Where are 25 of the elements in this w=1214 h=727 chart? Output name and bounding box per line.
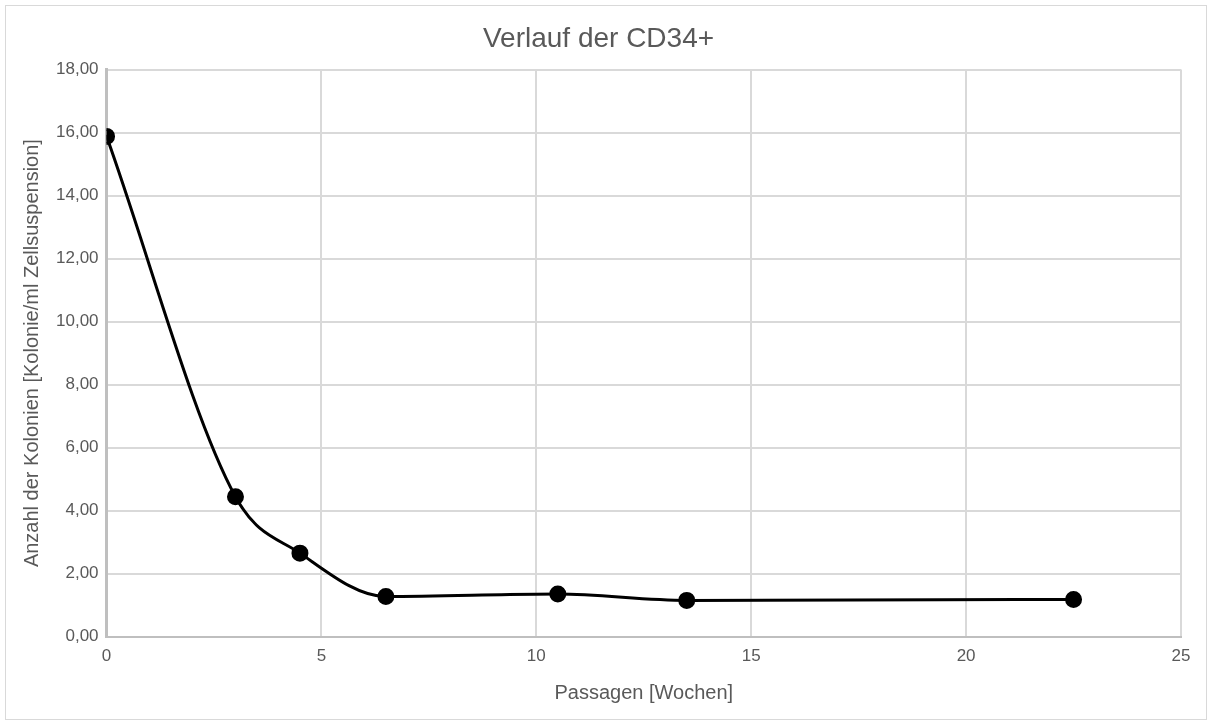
point <box>377 588 395 606</box>
point <box>678 591 696 609</box>
x-tick-label: 5 <box>316 646 327 666</box>
point <box>549 585 567 603</box>
y-tick-label: 2,00 <box>65 563 99 583</box>
y-tick-label: 14,00 <box>55 185 99 205</box>
x-tick-label: 10 <box>526 646 546 666</box>
x-tick-label: 20 <box>956 646 976 666</box>
x-axis-title: Passagen [Wochen] <box>554 680 734 703</box>
x-tick-label: 0 <box>101 646 112 666</box>
y-axis-title: Anzahl der Kolonien [Kolonie/ml Zellsuspension] <box>19 139 42 568</box>
chart-title: Verlauf der CD34+ <box>482 21 715 53</box>
x-tick-label: 25 <box>1171 646 1191 666</box>
point <box>1065 590 1083 608</box>
y-tick-label: 16,00 <box>55 122 99 142</box>
point <box>226 488 244 506</box>
y-tick-label: 4,00 <box>65 500 99 520</box>
y-tick-label: 8,00 <box>65 374 99 394</box>
y-tick-label: 12,00 <box>55 248 99 268</box>
x-tick-label: 15 <box>741 646 761 666</box>
y-tick-label: 18,00 <box>55 59 99 79</box>
point <box>291 544 309 562</box>
y-tick-label: 10,00 <box>55 311 99 331</box>
y-tick-label: 6,00 <box>65 437 99 457</box>
y-tick-label: 0,00 <box>65 626 99 646</box>
